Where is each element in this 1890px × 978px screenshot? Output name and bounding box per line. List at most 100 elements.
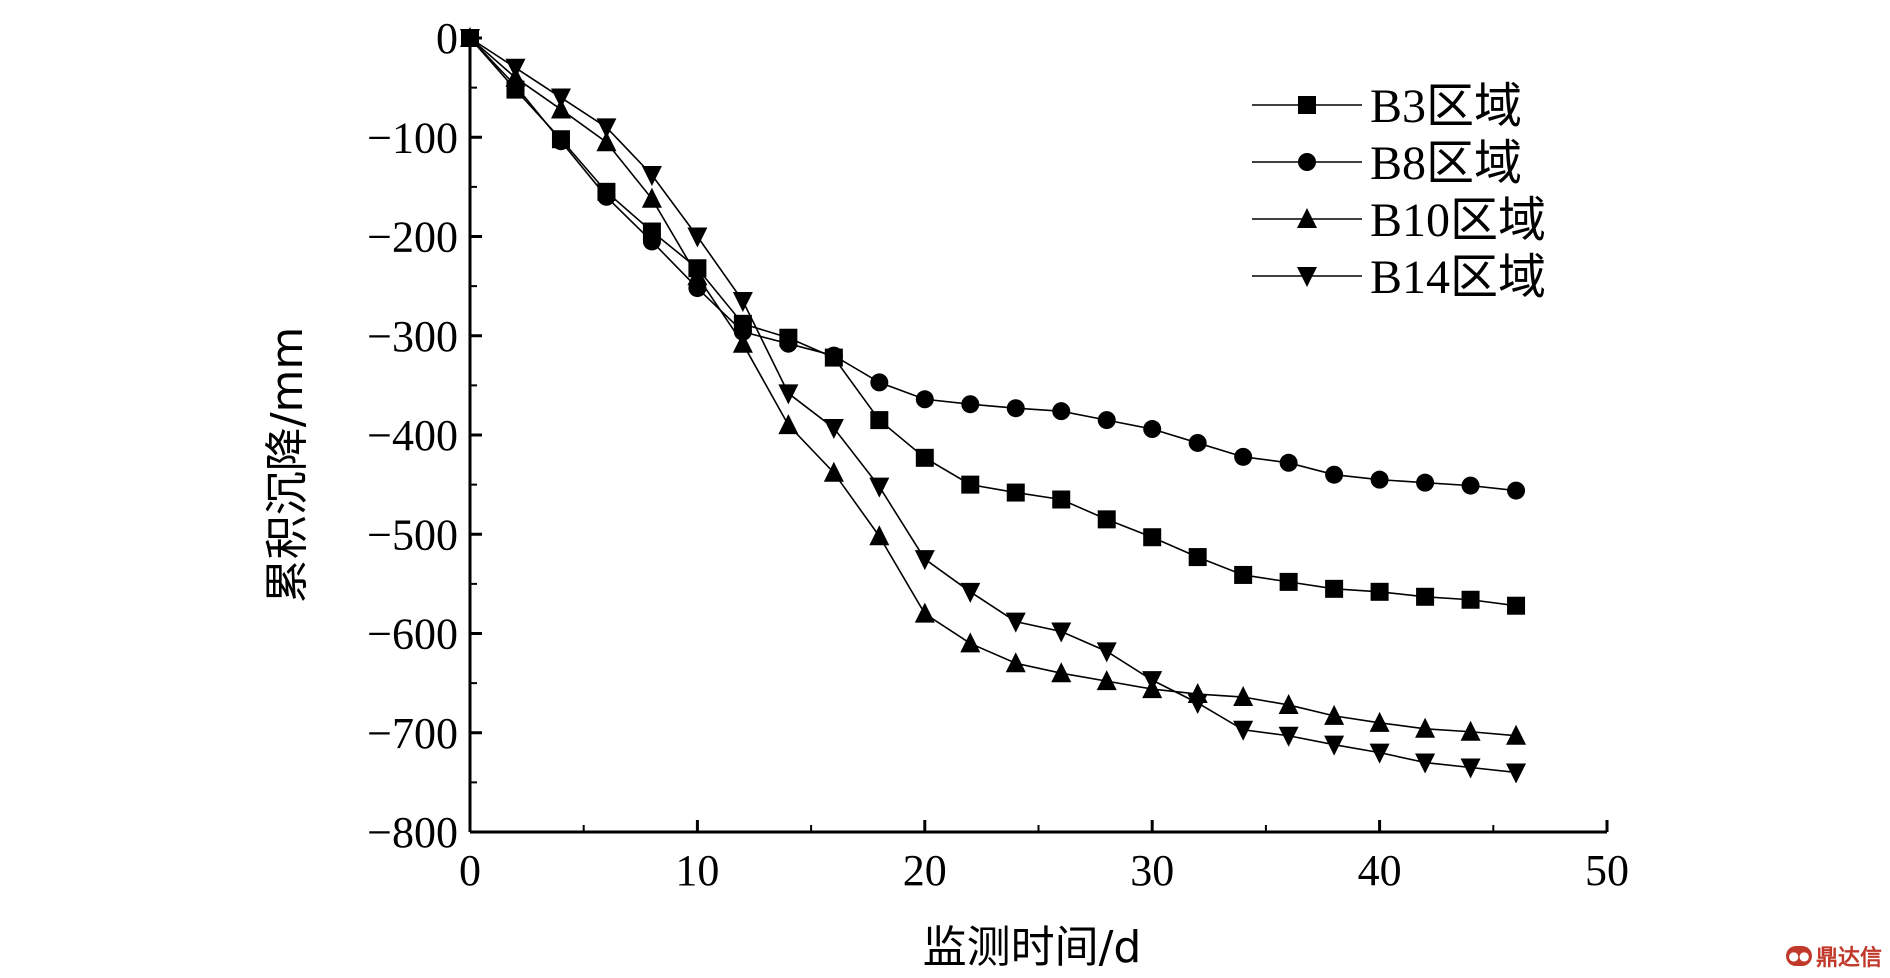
- y-tick-label: 0: [436, 14, 458, 63]
- data-point: [1324, 735, 1345, 756]
- data-point: [1051, 622, 1072, 643]
- y-tick-label: −500: [367, 510, 458, 559]
- data-point: [960, 632, 981, 653]
- data-point: [1188, 433, 1207, 452]
- data-point: [869, 525, 890, 546]
- data-point: [1051, 662, 1072, 683]
- data-point: [505, 58, 526, 79]
- data-point: [596, 118, 617, 139]
- legend-entry: B14区域: [1252, 251, 1546, 304]
- data-point: [1325, 579, 1344, 598]
- series-B10区域: [460, 27, 1527, 745]
- x-tick-label: 20: [903, 846, 947, 895]
- data-point: [1278, 693, 1299, 714]
- data-point: [1096, 642, 1117, 663]
- data-point: [1460, 720, 1481, 741]
- data-point: [823, 419, 844, 440]
- data-point: [778, 414, 799, 435]
- data-point: [823, 461, 844, 482]
- data-point: [1187, 693, 1208, 714]
- y-tick-label: −600: [367, 610, 458, 659]
- data-point: [1005, 612, 1026, 633]
- data-point: [824, 346, 843, 365]
- data-point: [1506, 763, 1527, 784]
- legend-entry: B8区域: [1252, 137, 1522, 190]
- y-tick-label: −300: [367, 312, 458, 361]
- watermark: ●● 鼎达信: [1785, 940, 1882, 972]
- data-point: [1279, 572, 1298, 591]
- legend-label: B14区域: [1370, 251, 1546, 304]
- data-point: [1369, 711, 1390, 732]
- legend-marker: [1298, 96, 1316, 114]
- data-point: [1461, 476, 1480, 495]
- data-point: [1233, 720, 1254, 741]
- series-B3区域: [461, 29, 1526, 615]
- data-point: [1006, 483, 1025, 502]
- data-point: [870, 373, 889, 392]
- legend-entry: B3区域: [1252, 80, 1522, 133]
- data-point: [1415, 753, 1436, 774]
- data-point: [1188, 548, 1207, 567]
- y-tick-label: −700: [367, 709, 458, 758]
- data-point: [1324, 704, 1345, 725]
- data-point: [641, 165, 662, 186]
- data-point: [1369, 743, 1390, 764]
- ticks: 0 10 20 30 40 50 0 −100 −200 −300 −400 −500 −600 −700…: [367, 14, 1629, 895]
- data-point: [1234, 447, 1253, 466]
- y-axis-title: 累积沉降/mm: [262, 327, 313, 604]
- x-tick-label: 10: [675, 846, 719, 895]
- series-line: [469, 37, 1517, 607]
- data-point: [597, 187, 616, 206]
- data-point: [1325, 465, 1344, 484]
- data-point: [1506, 724, 1527, 745]
- data-point: [1460, 758, 1481, 779]
- legend-label: B10区域: [1370, 194, 1546, 247]
- data-point: [1507, 481, 1526, 500]
- data-point: [1006, 399, 1025, 418]
- data-point: [1097, 411, 1116, 430]
- series-B14区域: [460, 29, 1527, 784]
- data-point: [961, 395, 980, 414]
- data-point: [1143, 528, 1162, 547]
- data-point: [1416, 587, 1435, 606]
- data-point: [869, 477, 890, 498]
- x-tick-label: 40: [1358, 846, 1402, 895]
- data-point: [961, 475, 980, 494]
- y-tick-label: −400: [367, 411, 458, 460]
- data-point: [551, 132, 570, 151]
- series-line: [469, 37, 1517, 492]
- series-line: [469, 37, 1517, 774]
- data-point: [641, 187, 662, 208]
- data-point: [1461, 590, 1480, 609]
- data-point: [460, 29, 480, 49]
- data-point: [915, 390, 934, 409]
- data-point: [687, 265, 708, 286]
- x-axis-title: 监测时间/d: [923, 922, 1142, 973]
- data-point: [1052, 490, 1071, 509]
- data-point: [1142, 671, 1163, 692]
- data-point: [960, 582, 981, 603]
- data-point: [914, 550, 935, 571]
- data-point: [1416, 473, 1435, 492]
- data-point: [732, 332, 753, 353]
- data-point: [779, 334, 798, 353]
- data-point: [1052, 402, 1071, 421]
- data-point: [732, 292, 753, 313]
- data-point: [1507, 596, 1526, 615]
- data-point: [1370, 582, 1389, 601]
- data-point: [915, 448, 934, 467]
- data-point: [1234, 565, 1253, 584]
- x-tick-label: 0: [459, 846, 481, 895]
- series-B8区域: [461, 29, 1526, 500]
- data-point: [1279, 453, 1298, 472]
- series-layer: [460, 27, 1527, 784]
- data-point: [1097, 510, 1116, 529]
- data-point: [1143, 420, 1162, 439]
- legend-entry: B10区域: [1252, 194, 1546, 247]
- legend-label: B8区域: [1370, 137, 1522, 190]
- data-point: [1415, 717, 1436, 738]
- data-point: [778, 384, 799, 405]
- data-point: [596, 131, 617, 152]
- watermark-text: 鼎达信: [1815, 946, 1882, 971]
